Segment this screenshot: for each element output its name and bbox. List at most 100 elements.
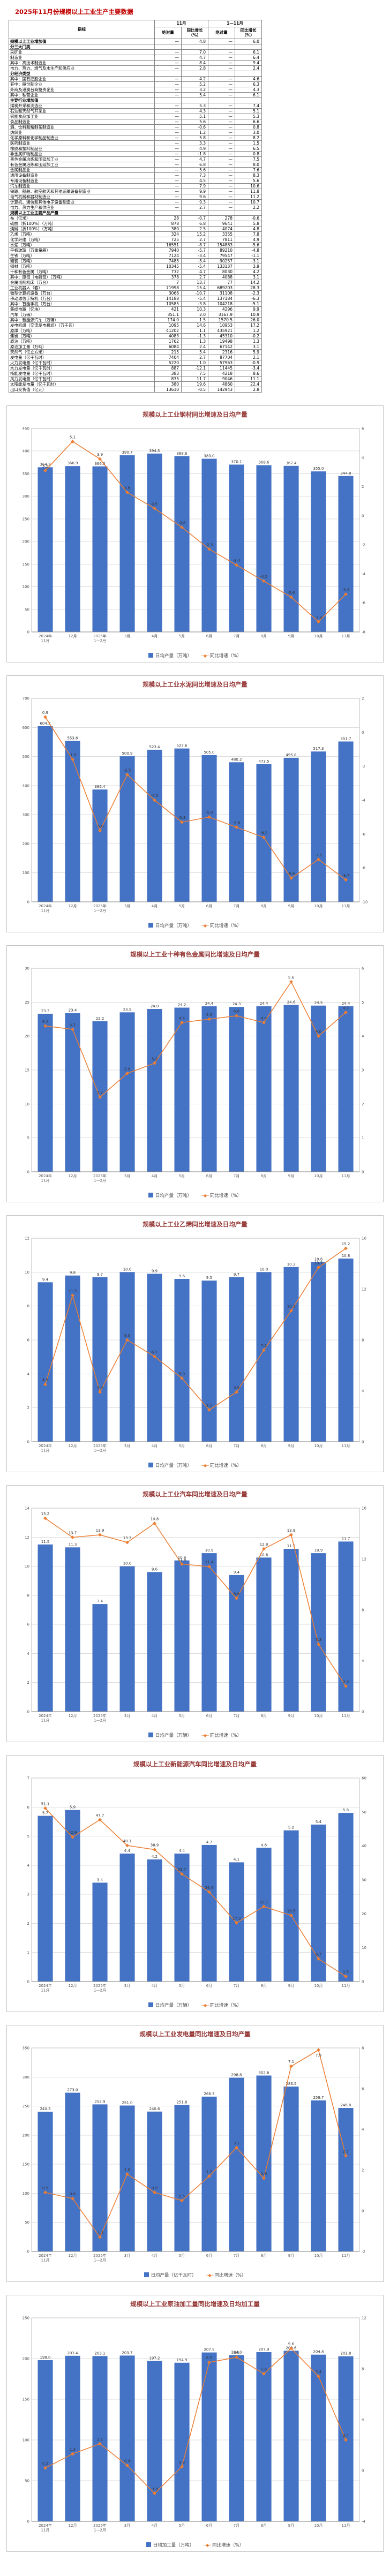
svg-text:4.1: 4.1 (234, 1857, 239, 1862)
svg-text:4: 4 (27, 1372, 30, 1376)
svg-text:6.7: 6.7 (152, 1350, 158, 1354)
chart-canvas: 0 2 4 6 8 10 12 14 0 4 8 12 16 11.5 11.3 7.4 10.0 9.6 10.4… (7, 1500, 383, 1731)
table-row: 橡胶和塑料制品业 —4.9—6.5 (9, 145, 262, 152)
svg-text:11.3: 11.3 (69, 1542, 77, 1547)
row-value: 3.1 (235, 274, 262, 280)
row-value: -0.5 (181, 386, 208, 393)
svg-text:-3.4: -3.4 (233, 559, 241, 563)
svg-text:-0.8: -0.8 (178, 521, 186, 525)
svg-text:-2: -2 (362, 2249, 365, 2254)
svg-text:1: 1 (27, 1950, 29, 1955)
svg-text:9.7: 9.7 (234, 1272, 239, 1276)
svg-text:8: 8 (362, 1338, 364, 1342)
svg-text:50: 50 (25, 2220, 29, 2225)
row-label: 乙烯（万吨） (9, 231, 155, 237)
svg-text:6: 6 (27, 1805, 30, 1809)
row-value: 10.7 (235, 199, 262, 205)
row-value: — (208, 81, 235, 87)
svg-text:500: 500 (22, 755, 29, 759)
row-value: -6.3 (235, 295, 262, 302)
svg-text:7: 7 (27, 1776, 29, 1780)
svg-text:283.5: 283.5 (286, 2082, 296, 2086)
svg-text:4.4: 4.4 (179, 1849, 185, 1853)
row-value: 4.5 (181, 177, 208, 184)
row-value: 887 (154, 365, 182, 371)
svg-text:200: 200 (22, 2133, 29, 2137)
row-value: -0.9 (235, 359, 262, 366)
row-value (181, 209, 208, 216)
svg-text:11月: 11月 (342, 1714, 350, 1718)
svg-text:7月: 7月 (234, 2524, 239, 2528)
svg-text:24.5: 24.5 (314, 1000, 323, 1005)
bar-swatch-icon (144, 2272, 149, 2277)
table-row: 硫酸（折100%）（万吨） 878 6.8 9641 5.8 (9, 220, 262, 227)
svg-text:11月: 11月 (342, 634, 350, 638)
row-value: 5.6 (181, 118, 208, 125)
row-value: 1.3 (235, 338, 262, 344)
svg-text:2: 2 (362, 1102, 364, 1106)
svg-text:23.4: 23.4 (69, 1008, 77, 1012)
table-section-row: 分经济类型 (9, 70, 262, 77)
row-value: — (154, 54, 182, 61)
row-value: — (154, 188, 182, 194)
row-value: 4088 (208, 274, 235, 280)
svg-text:0: 0 (27, 1170, 29, 1174)
svg-text:3月: 3月 (124, 904, 130, 908)
svg-text:527.6: 527.6 (176, 743, 188, 748)
chart-svg: 0 50 100 150 200 250 300 350 -2 0 2 4 6 8 240.3 273.0 25… (22, 2046, 365, 2262)
row-value: -1.3 (181, 333, 208, 339)
row-label: 水泥（万吨） (9, 242, 155, 248)
svg-text:10月: 10月 (314, 904, 323, 908)
svg-text:259.7: 259.7 (313, 2096, 324, 2100)
row-value: 5.4 (181, 349, 208, 355)
table-row: 汽车制造业 —7.9—10.6 (9, 183, 262, 189)
svg-text:8: 8 (362, 2367, 364, 2371)
svg-text:-2: -2 (362, 543, 365, 547)
chart-legend: 日均加工量（万吨） ─◆─ 同比增速（%） (7, 2542, 383, 2549)
table-row: 其中：国有控股企业 —4.2—4.6 (9, 76, 262, 82)
svg-text:5.8: 5.8 (343, 1808, 349, 1812)
svg-text:9.4: 9.4 (42, 1277, 49, 1282)
svg-text:12月: 12月 (69, 634, 77, 638)
svg-text:12: 12 (25, 1236, 29, 1240)
row-value: 13610 (154, 386, 182, 393)
table-header: 指标 11月 1—11月 绝对量 同比增长（%） 绝对量 同比增长（%） (9, 20, 262, 39)
svg-text:-7.5: -7.5 (315, 853, 322, 857)
row-label: 有色金属冶炼和压延加工业 (9, 161, 155, 168)
row-label: 食品制造业 (9, 118, 155, 125)
row-value: 2.5 (181, 225, 208, 232)
svg-text:473.5: 473.5 (258, 759, 269, 764)
row-label: 原油加工量（万吨） (9, 343, 155, 350)
svg-text:5.4: 5.4 (316, 1819, 322, 1824)
row-value: 10.9 (235, 311, 262, 318)
svg-text:50: 50 (25, 607, 29, 612)
svg-text:0: 0 (27, 2519, 29, 2524)
table-row: 水力发电量（亿千瓦时） 887 -12.1 11445 -3.4 (9, 365, 262, 371)
svg-text:8.9: 8.9 (234, 2351, 239, 2355)
chart-legend: 日均产量（亿千瓦时） ─◆─ 同比增速（%） (7, 2272, 383, 2279)
line-swatch-icon: ─◆─ (201, 923, 209, 928)
row-value (154, 70, 182, 77)
row-label: 十种有色金属（万吨） (9, 268, 155, 275)
bar-swatch-icon (148, 1192, 154, 1197)
svg-text:12: 12 (362, 1287, 366, 1291)
svg-text:0.6: 0.6 (70, 2192, 76, 2196)
svg-text:6月: 6月 (206, 1714, 212, 1718)
svg-text:5: 5 (27, 1136, 29, 1140)
table-body: 规模以上工业增加值 —4.8—6.0 分三大门类 采矿业 —7.0—6.1 制造业 —4.7… (9, 38, 262, 393)
chart-title: 规模以上工业水泥同比增速及日均产量 (142, 680, 248, 688)
row-value: 57963 (208, 359, 235, 366)
row-value: 87704 (208, 354, 235, 360)
svg-text:7.4: 7.4 (97, 1599, 103, 1603)
svg-text:700: 700 (22, 696, 29, 701)
svg-text:-10: -10 (362, 900, 368, 904)
row-label: 电气机械和器材制造业 (9, 193, 155, 200)
svg-text:388.6: 388.6 (176, 451, 188, 455)
row-value: -0.7 (181, 215, 208, 221)
col-header-abs-cumulative: 绝对量 (208, 26, 235, 39)
row-value: 104218 (208, 300, 235, 307)
row-label: 专用设备制造业 (9, 177, 155, 184)
chart-section-automobiles: 规模以上工业汽车同比增速及日均产量 0 2 4 6 8 10 12 14 0 4 8 12 16 11.5 1… (6, 1485, 384, 1742)
row-label: 水力发电量（亿千瓦时） (9, 365, 155, 371)
